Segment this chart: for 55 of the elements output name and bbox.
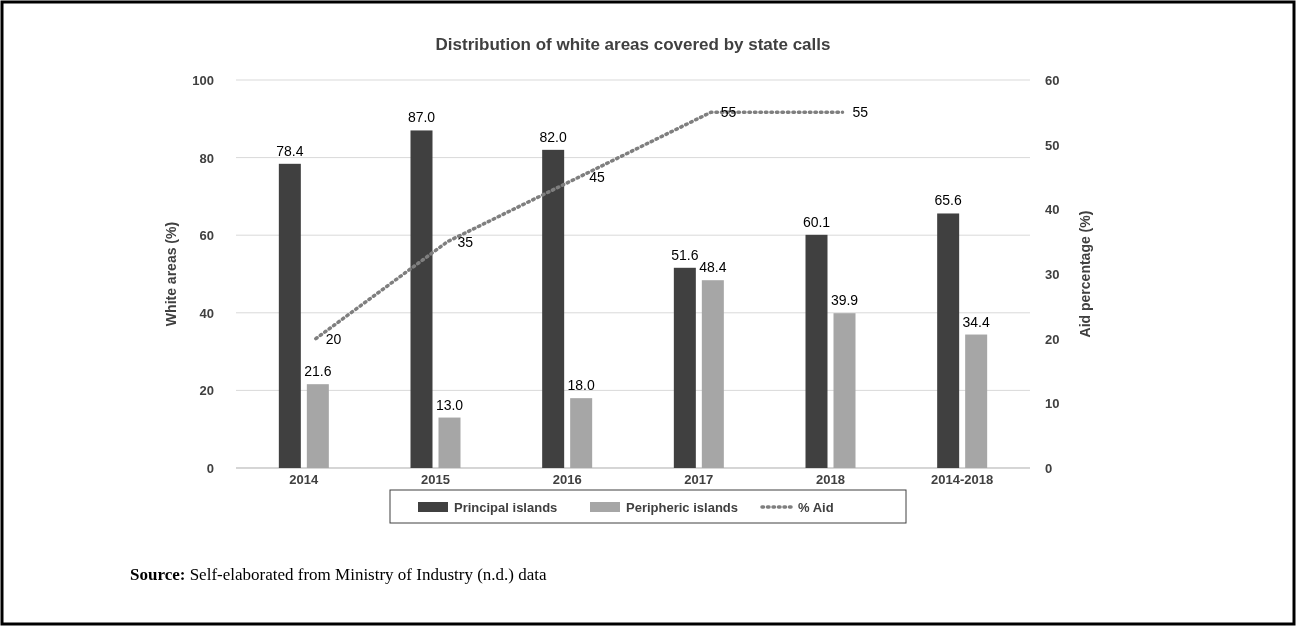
data-label: 34.4 <box>962 313 990 330</box>
bar <box>673 267 696 468</box>
x-tick-label: 2018 <box>816 472 845 487</box>
bar <box>833 313 856 468</box>
y2-tick-label: 50 <box>1045 137 1060 153</box>
y2-tick-label: 10 <box>1045 396 1060 412</box>
y-axis-title: White areas (%) <box>163 221 179 327</box>
y2-tick-label: 40 <box>1045 202 1060 218</box>
y-tick-label: 100 <box>192 73 214 88</box>
data-label: 20 <box>325 330 342 347</box>
chart-title: Distribution of white areas covered by state calls <box>435 35 831 54</box>
x-tick-label: 2014 <box>289 472 320 487</box>
data-label: 39.9 <box>830 292 859 309</box>
legend-label: % Aid <box>798 500 834 515</box>
y2-axis-title: Aid percentage (%) <box>1077 210 1093 338</box>
data-label: 48.4 <box>699 259 727 276</box>
data-label: 18.0 <box>567 377 595 394</box>
source-note: Source: Self-elaborated from Ministry of Industry (n.d.) data <box>130 565 548 584</box>
data-label: 60.1 <box>802 213 831 230</box>
y2-tick-label: 20 <box>1045 331 1060 347</box>
bar <box>937 213 960 468</box>
legend-label: Principal islands <box>454 500 558 515</box>
data-label: 35 <box>457 233 474 250</box>
y-tick-label: 20 <box>199 383 214 399</box>
bar <box>965 334 988 468</box>
data-label: 82.0 <box>539 128 567 145</box>
y-tick-label: 60 <box>199 228 214 244</box>
data-label: 13.0 <box>435 396 464 413</box>
bar <box>410 130 433 468</box>
data-label: 21.6 <box>304 363 332 380</box>
x-tick-label: 2014-2018 <box>931 472 994 487</box>
y2-tick-label: 60 <box>1045 73 1060 88</box>
y-tick-label: 80 <box>199 150 214 166</box>
bar <box>570 398 593 468</box>
data-label: 55 <box>720 104 737 121</box>
data-label: 87.0 <box>407 109 436 126</box>
bar <box>542 149 565 468</box>
y2-tick-label: 30 <box>1045 267 1060 282</box>
legend-label: Peripheric islands <box>626 500 738 515</box>
data-label: 45 <box>589 169 605 185</box>
x-tick-label: 2017 <box>684 472 714 487</box>
y-tick-label: 40 <box>199 305 214 321</box>
data-label: 78.4 <box>276 142 304 159</box>
data-label: 65.6 <box>934 192 962 209</box>
bar <box>438 417 461 468</box>
bar <box>805 234 828 468</box>
y2-tick-label: 0 <box>1045 461 1053 476</box>
bar <box>278 163 301 468</box>
bar <box>306 384 329 468</box>
bar <box>701 280 724 468</box>
x-tick-label: 2015 <box>421 472 450 487</box>
x-tick-label: 2016 <box>552 472 582 487</box>
data-label: 51.6 <box>671 246 699 263</box>
data-label: 55 <box>852 104 869 121</box>
y-tick-label: 0 <box>206 461 214 476</box>
